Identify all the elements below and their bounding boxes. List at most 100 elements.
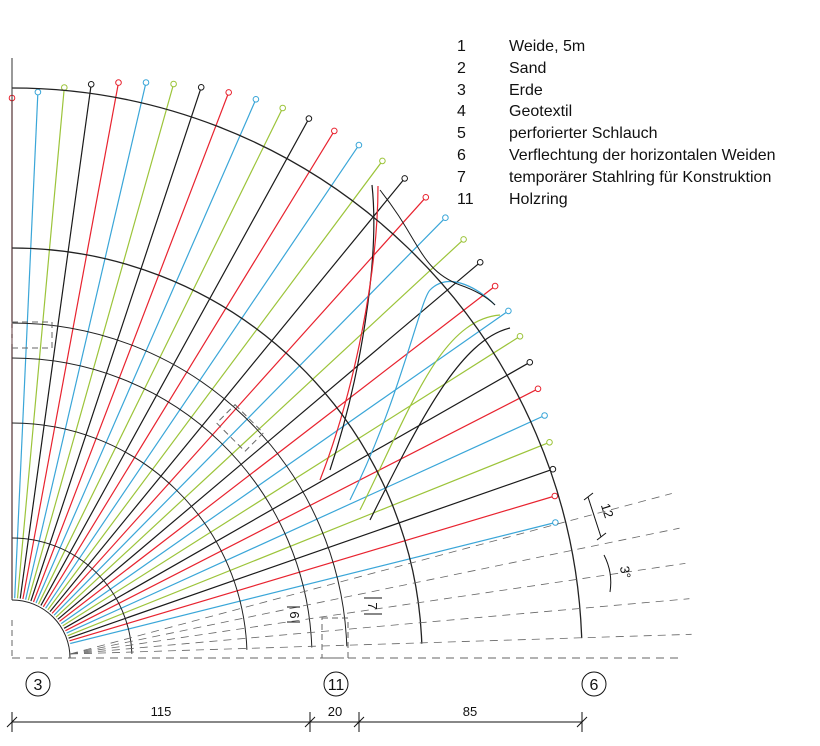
legend-item: 3 Erde: [457, 81, 543, 99]
legend-item: 4 Geotextil: [457, 103, 573, 121]
ring-arcs: [11, 87, 583, 659]
willow-rod: [57, 261, 481, 620]
rod-tip: [460, 236, 467, 243]
dim-115: 115: [151, 704, 172, 719]
willow-rod: [40, 118, 310, 606]
willow-rod: [25, 82, 147, 600]
rod-tip: [526, 359, 534, 366]
svg-text:3: 3: [34, 677, 43, 694]
ring-arc: [11, 87, 583, 639]
willow-rod: [47, 160, 383, 611]
construction-box: [215, 403, 265, 453]
rod-tip: [197, 84, 205, 91]
willow-rod: [51, 196, 427, 614]
dim-12-group: 12: [583, 492, 617, 541]
willow-rod: [65, 388, 539, 632]
rod-tip: [87, 81, 95, 88]
dim-12: 12: [598, 501, 617, 519]
bent-rod: [369, 327, 511, 521]
ring-arc: [11, 422, 248, 650]
willow-rod: [45, 144, 360, 609]
rod-tip: [516, 333, 524, 340]
construction-box: [11, 321, 53, 349]
dim-3deg-group: 3°: [603, 554, 634, 593]
legend-item: 6 Verflechtung der horizontalen Weiden: [457, 146, 776, 164]
rod-tip: [170, 80, 177, 88]
marker-11: 11: [323, 671, 349, 697]
legend-item: 7 temporärer Stahlring für Konstruktion: [457, 168, 772, 186]
rod-tip: [225, 89, 232, 96]
willow-rod: [69, 495, 555, 642]
ring-arc: [11, 322, 348, 647]
ring-arc: [11, 537, 133, 654]
rod-tip: [534, 385, 542, 393]
rod-tip: [115, 79, 122, 86]
rod-tip: [551, 492, 559, 500]
dim-7: 7: [365, 602, 380, 609]
dim-6-group: 6: [287, 606, 302, 623]
rod-tip: [442, 214, 449, 221]
willow-rod: [49, 178, 406, 612]
rod-tip: [61, 84, 68, 91]
legend-item: 5 perforierter Schlauch: [457, 125, 658, 143]
rod-tip: [34, 88, 42, 96]
legend: 1 Weide, 5m 2 Sand 3 Erde 4 Geotextil 5 perfo…: [457, 36, 776, 210]
rod-tip: [505, 307, 512, 315]
willow-rod: [42, 130, 335, 608]
willow-rod: [30, 87, 202, 602]
angle-guide: [69, 598, 690, 655]
angle-guide: [69, 563, 686, 655]
willow-rod: [55, 238, 465, 618]
angle-guide: [69, 633, 692, 655]
rod-tip: [541, 412, 548, 419]
angle-guide: [69, 527, 680, 655]
bent-rod: [349, 280, 496, 501]
willow-rod: [60, 310, 509, 625]
willow-rod: [32, 92, 230, 603]
rod-tip: [379, 157, 386, 165]
marker-3: 3: [25, 671, 51, 697]
guide-lines: [11, 58, 692, 659]
willow-rod: [66, 414, 545, 634]
willow-rod: [70, 521, 556, 645]
rod-tip: [552, 519, 559, 526]
rod-tip: [279, 104, 287, 112]
rod-tip: [331, 127, 338, 135]
dim-85: 85: [463, 704, 477, 719]
svg-text:11: 11: [328, 677, 345, 694]
willow-rod: [68, 468, 554, 639]
svg-text:6: 6: [590, 677, 599, 694]
angle-guide: [69, 493, 672, 655]
willow-rod: [14, 92, 39, 599]
ring-arc: [11, 247, 423, 644]
legend-item: 2 Sand: [457, 59, 547, 77]
dimension-chain: 115 20 85: [6, 704, 588, 732]
willow-rod: [22, 82, 120, 600]
rod-tip: [546, 439, 553, 446]
legend-item: 1 Weide, 5m: [457, 38, 586, 55]
willow-rod: [37, 107, 284, 605]
bent-rod: [329, 184, 375, 471]
crown-weave: [379, 189, 496, 306]
willow-rod: [67, 441, 550, 637]
rod-tip: [305, 115, 313, 122]
legend-item: 11 Holzring: [457, 190, 568, 208]
rod-tip: [252, 96, 260, 103]
rod-tip: [491, 282, 499, 290]
rod-tip: [476, 259, 484, 266]
rod-tip: [401, 175, 409, 182]
willow-rod: [27, 83, 175, 601]
willow-rod: [53, 217, 446, 616]
dim-7-group: 7: [364, 597, 382, 615]
marker-6: 6: [581, 671, 607, 697]
willow-rod: [19, 84, 92, 599]
construction-box: [321, 617, 349, 659]
willow-rod: [63, 361, 531, 629]
willow-rod: [16, 87, 65, 599]
rod-tip: [355, 141, 363, 149]
ring-arc: [11, 357, 313, 648]
dim-6: 6: [287, 611, 302, 618]
dim-3-deg: 3°: [617, 565, 634, 580]
